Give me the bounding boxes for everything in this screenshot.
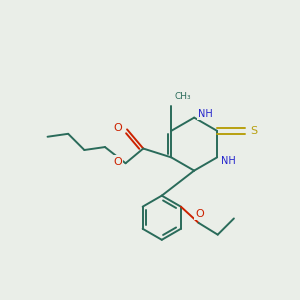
Text: O: O <box>196 209 204 219</box>
Text: NH: NH <box>198 109 213 119</box>
Text: NH: NH <box>221 156 236 166</box>
Text: O: O <box>114 123 123 133</box>
Text: O: O <box>113 157 122 167</box>
Text: CH₃: CH₃ <box>174 92 191 101</box>
Text: S: S <box>250 126 257 136</box>
